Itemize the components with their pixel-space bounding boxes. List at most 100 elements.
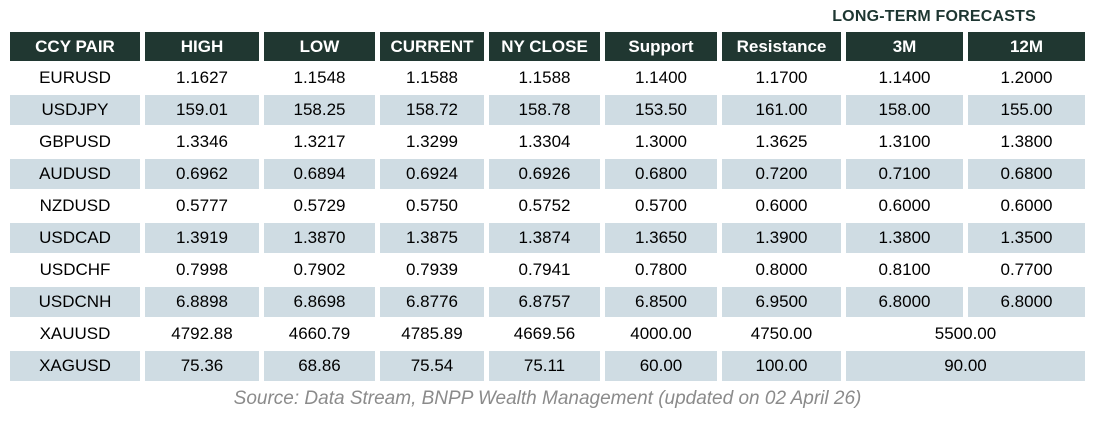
high-cell: 0.5777 — [145, 191, 259, 221]
support-cell: 0.6800 — [605, 159, 717, 189]
low-cell: 6.8698 — [264, 287, 375, 317]
resistance-cell: 161.00 — [722, 95, 841, 125]
ccy-pair-cell: USDJPY — [10, 95, 140, 125]
high-cell: 0.6962 — [145, 159, 259, 189]
low-cell: 0.5729 — [264, 191, 375, 221]
current-cell: 1.1588 — [380, 63, 484, 93]
forecast-12m-cell: 0.7700 — [968, 255, 1085, 285]
resistance-cell: 6.9500 — [722, 287, 841, 317]
support-cell: 153.50 — [605, 95, 717, 125]
forecast-merged-cell: 90.00 — [846, 351, 1085, 381]
current-cell: 1.3299 — [380, 127, 484, 157]
column-header-support: Support — [605, 32, 717, 61]
ccy-pair-cell: USDCHF — [10, 255, 140, 285]
forecast-12m-cell: 0.6800 — [968, 159, 1085, 189]
current-cell: 6.8776 — [380, 287, 484, 317]
ccy-pair-cell: XAGUSD — [10, 351, 140, 381]
column-header-current: CURRENT — [380, 32, 484, 61]
table-body: EURUSD 1.1627 1.1548 1.1588 1.1588 1.1400 1.17… — [10, 63, 1085, 381]
column-header-ccy-pair: CCY PAIR — [10, 32, 140, 61]
current-cell: 75.54 — [380, 351, 484, 381]
support-cell: 1.3650 — [605, 223, 717, 253]
forecast-3m-cell: 0.7100 — [846, 159, 963, 189]
low-cell: 158.25 — [264, 95, 375, 125]
support-cell: 60.00 — [605, 351, 717, 381]
ny-close-cell: 0.6926 — [489, 159, 600, 189]
low-cell: 0.6894 — [264, 159, 375, 189]
high-cell: 75.36 — [145, 351, 259, 381]
ny-close-cell: 1.1588 — [489, 63, 600, 93]
support-cell: 1.1400 — [605, 63, 717, 93]
low-cell: 68.86 — [264, 351, 375, 381]
ny-close-cell: 4669.56 — [489, 319, 600, 349]
high-cell: 4792.88 — [145, 319, 259, 349]
ny-close-cell: 1.3874 — [489, 223, 600, 253]
support-cell: 1.3000 — [605, 127, 717, 157]
long-term-forecasts-label: LONG-TERM FORECASTS — [832, 8, 1036, 25]
ccy-pair-cell: XAUUSD — [10, 319, 140, 349]
table-row: XAGUSD 75.36 68.86 75.54 75.11 60.00 100.00 90.… — [10, 351, 1085, 381]
ccy-pair-cell: USDCNH — [10, 287, 140, 317]
current-cell: 4785.89 — [380, 319, 484, 349]
fx-forecast-table: CCY PAIR HIGH LOW CURRENT NY CLOSE Support Res… — [5, 30, 1090, 383]
support-cell: 4000.00 — [605, 319, 717, 349]
column-header-3m: 3M — [846, 32, 963, 61]
forecast-3m-cell: 1.3100 — [846, 127, 963, 157]
table-row: NZDUSD 0.5777 0.5729 0.5750 0.5752 0.5700 0.60… — [10, 191, 1085, 221]
high-cell: 6.8898 — [145, 287, 259, 317]
column-header-high: HIGH — [145, 32, 259, 61]
ny-close-cell: 6.8757 — [489, 287, 600, 317]
ccy-pair-cell: USDCAD — [10, 223, 140, 253]
source-note: Source: Data Stream, BNPP Wealth Managem… — [233, 388, 862, 409]
resistance-cell: 0.6000 — [722, 191, 841, 221]
high-cell: 1.3919 — [145, 223, 259, 253]
current-cell: 0.6924 — [380, 159, 484, 189]
low-cell: 1.3870 — [264, 223, 375, 253]
ny-close-cell: 0.7941 — [489, 255, 600, 285]
high-cell: 1.3346 — [145, 127, 259, 157]
column-header-ny-close: NY CLOSE — [489, 32, 600, 61]
table-row: XAUUSD 4792.88 4660.79 4785.89 4669.56 4000.0… — [10, 319, 1085, 349]
resistance-cell: 0.8000 — [722, 255, 841, 285]
table-row: EURUSD 1.1627 1.1548 1.1588 1.1588 1.1400 1.17… — [10, 63, 1085, 93]
ccy-pair-cell: EURUSD — [10, 63, 140, 93]
forecast-3m-cell: 6.8000 — [846, 287, 963, 317]
support-cell: 6.8500 — [605, 287, 717, 317]
column-header-12m: 12M — [968, 32, 1085, 61]
table-row: USDCAD 1.3919 1.3870 1.3875 1.3874 1.3650 1.39… — [10, 223, 1085, 253]
table-row: USDCNH 6.8898 6.8698 6.8776 6.8757 6.8500 6.95… — [10, 287, 1085, 317]
high-cell: 1.1627 — [145, 63, 259, 93]
forecast-12m-cell: 6.8000 — [968, 287, 1085, 317]
current-cell: 158.72 — [380, 95, 484, 125]
ny-close-cell: 158.78 — [489, 95, 600, 125]
table-row: USDJPY 159.01 158.25 158.72 158.78 153.50 161.… — [10, 95, 1085, 125]
forecast-merged-cell: 5500.00 — [846, 319, 1085, 349]
forecast-12m-cell: 155.00 — [968, 95, 1085, 125]
table-row: AUDUSD 0.6962 0.6894 0.6924 0.6926 0.6800 0.72… — [10, 159, 1085, 189]
resistance-cell: 1.3625 — [722, 127, 841, 157]
forecast-3m-cell: 1.3800 — [846, 223, 963, 253]
forecast-12m-cell: 1.3500 — [968, 223, 1085, 253]
table-row: USDCHF 0.7998 0.7902 0.7939 0.7941 0.7800 0.80… — [10, 255, 1085, 285]
forecast-3m-cell: 158.00 — [846, 95, 963, 125]
support-cell: 0.7800 — [605, 255, 717, 285]
column-header-low: LOW — [264, 32, 375, 61]
high-cell: 0.7998 — [145, 255, 259, 285]
low-cell: 4660.79 — [264, 319, 375, 349]
resistance-cell: 0.7200 — [722, 159, 841, 189]
forecast-3m-cell: 1.1400 — [846, 63, 963, 93]
forecast-3m-cell: 0.6000 — [846, 191, 963, 221]
ny-close-cell: 0.5752 — [489, 191, 600, 221]
table-row: GBPUSD 1.3346 1.3217 1.3299 1.3304 1.3000 1.36… — [10, 127, 1085, 157]
forecast-12m-cell: 1.2000 — [968, 63, 1085, 93]
ccy-pair-cell: GBPUSD — [10, 127, 140, 157]
low-cell: 0.7902 — [264, 255, 375, 285]
low-cell: 1.1548 — [264, 63, 375, 93]
current-cell: 0.7939 — [380, 255, 484, 285]
support-cell: 0.5700 — [605, 191, 717, 221]
ny-close-cell: 75.11 — [489, 351, 600, 381]
ccy-pair-cell: NZDUSD — [10, 191, 140, 221]
current-cell: 0.5750 — [380, 191, 484, 221]
column-header-resistance: Resistance — [722, 32, 841, 61]
